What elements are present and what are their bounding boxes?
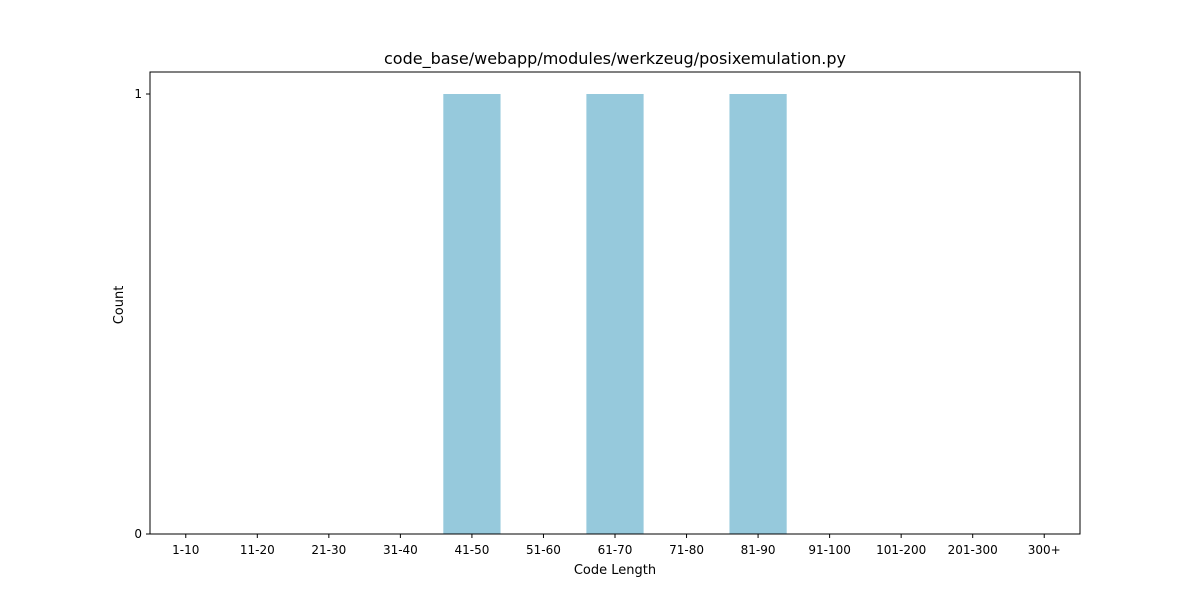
y-tick-label-0: 0: [134, 527, 142, 541]
x-tick-label-21-30: 21-30: [311, 543, 346, 557]
x-tick-label-1-10: 1-10: [172, 543, 199, 557]
y-axis-label: Count: [112, 286, 127, 325]
x-axis-label: Code Length: [574, 563, 656, 578]
x-tick-label-101-200: 101-200: [876, 543, 926, 557]
x-tick-label-91-100: 91-100: [808, 543, 851, 557]
x-tick-label-41-50: 41-50: [454, 543, 489, 557]
x-tick-label-31-40: 31-40: [383, 543, 418, 557]
bars-layer: [443, 94, 787, 534]
x-tick-label-71-80: 71-80: [669, 543, 704, 557]
x-tick-label-81-90: 81-90: [741, 543, 776, 557]
x-tick-label-11-20: 11-20: [240, 543, 275, 557]
bar-61-70: [586, 94, 644, 534]
x-tick-label-300+: 300+: [1028, 543, 1061, 557]
y-tick-label-1: 1: [134, 87, 142, 101]
axes-layer: 1-10 11-20 21-30 31-40 41-50 51-60 61-70 71-80 8…: [134, 71, 1081, 557]
bar-41-50: [443, 94, 501, 534]
x-tick-label-51-60: 51-60: [526, 543, 561, 557]
bar-81-90: [729, 94, 787, 534]
x-tick-label-201-300: 201-300: [948, 543, 998, 557]
chart-title: code_base/webapp/modules/werkzeug/posixe…: [384, 49, 846, 69]
x-tick-label-61-70: 61-70: [598, 543, 633, 557]
